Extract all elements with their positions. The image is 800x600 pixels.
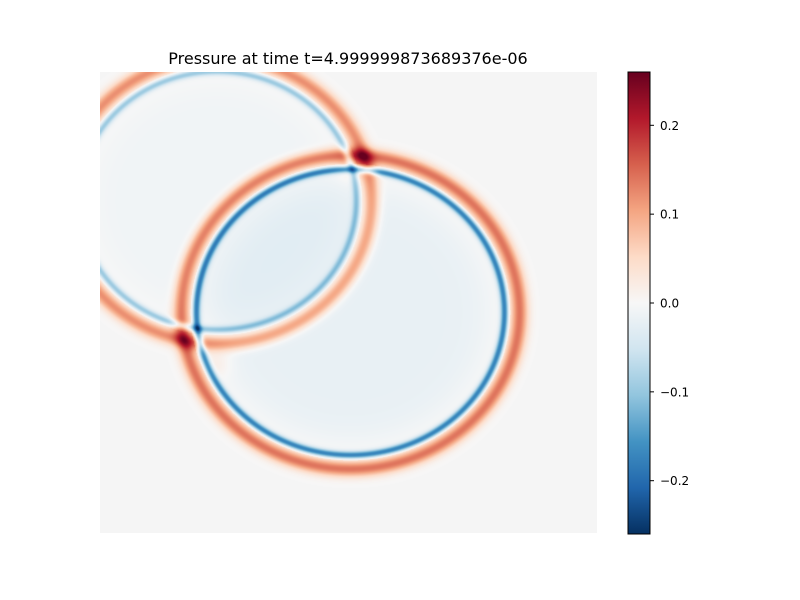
- colorbar-tick-label: 0.0: [660, 297, 679, 311]
- colorbar-tick-label: −0.2: [660, 474, 689, 488]
- colorbar-gradient: [628, 72, 650, 534]
- colorbar-tick-label: 0.1: [660, 208, 679, 222]
- colorbar-ticks: 0.2 0.1 0.0 −0.1 −0.2: [650, 119, 689, 488]
- colorbar-tick-label: −0.1: [660, 385, 689, 399]
- colorbar-tick-label: 0.2: [660, 119, 679, 133]
- pressure-heatmap: [100, 72, 597, 533]
- colorbar: 0.2 0.1 0.0 −0.1 −0.2: [627, 71, 689, 535]
- chart-title: Pressure at time t=4.999999873689376e-06: [168, 49, 527, 68]
- plot-area: [100, 72, 597, 533]
